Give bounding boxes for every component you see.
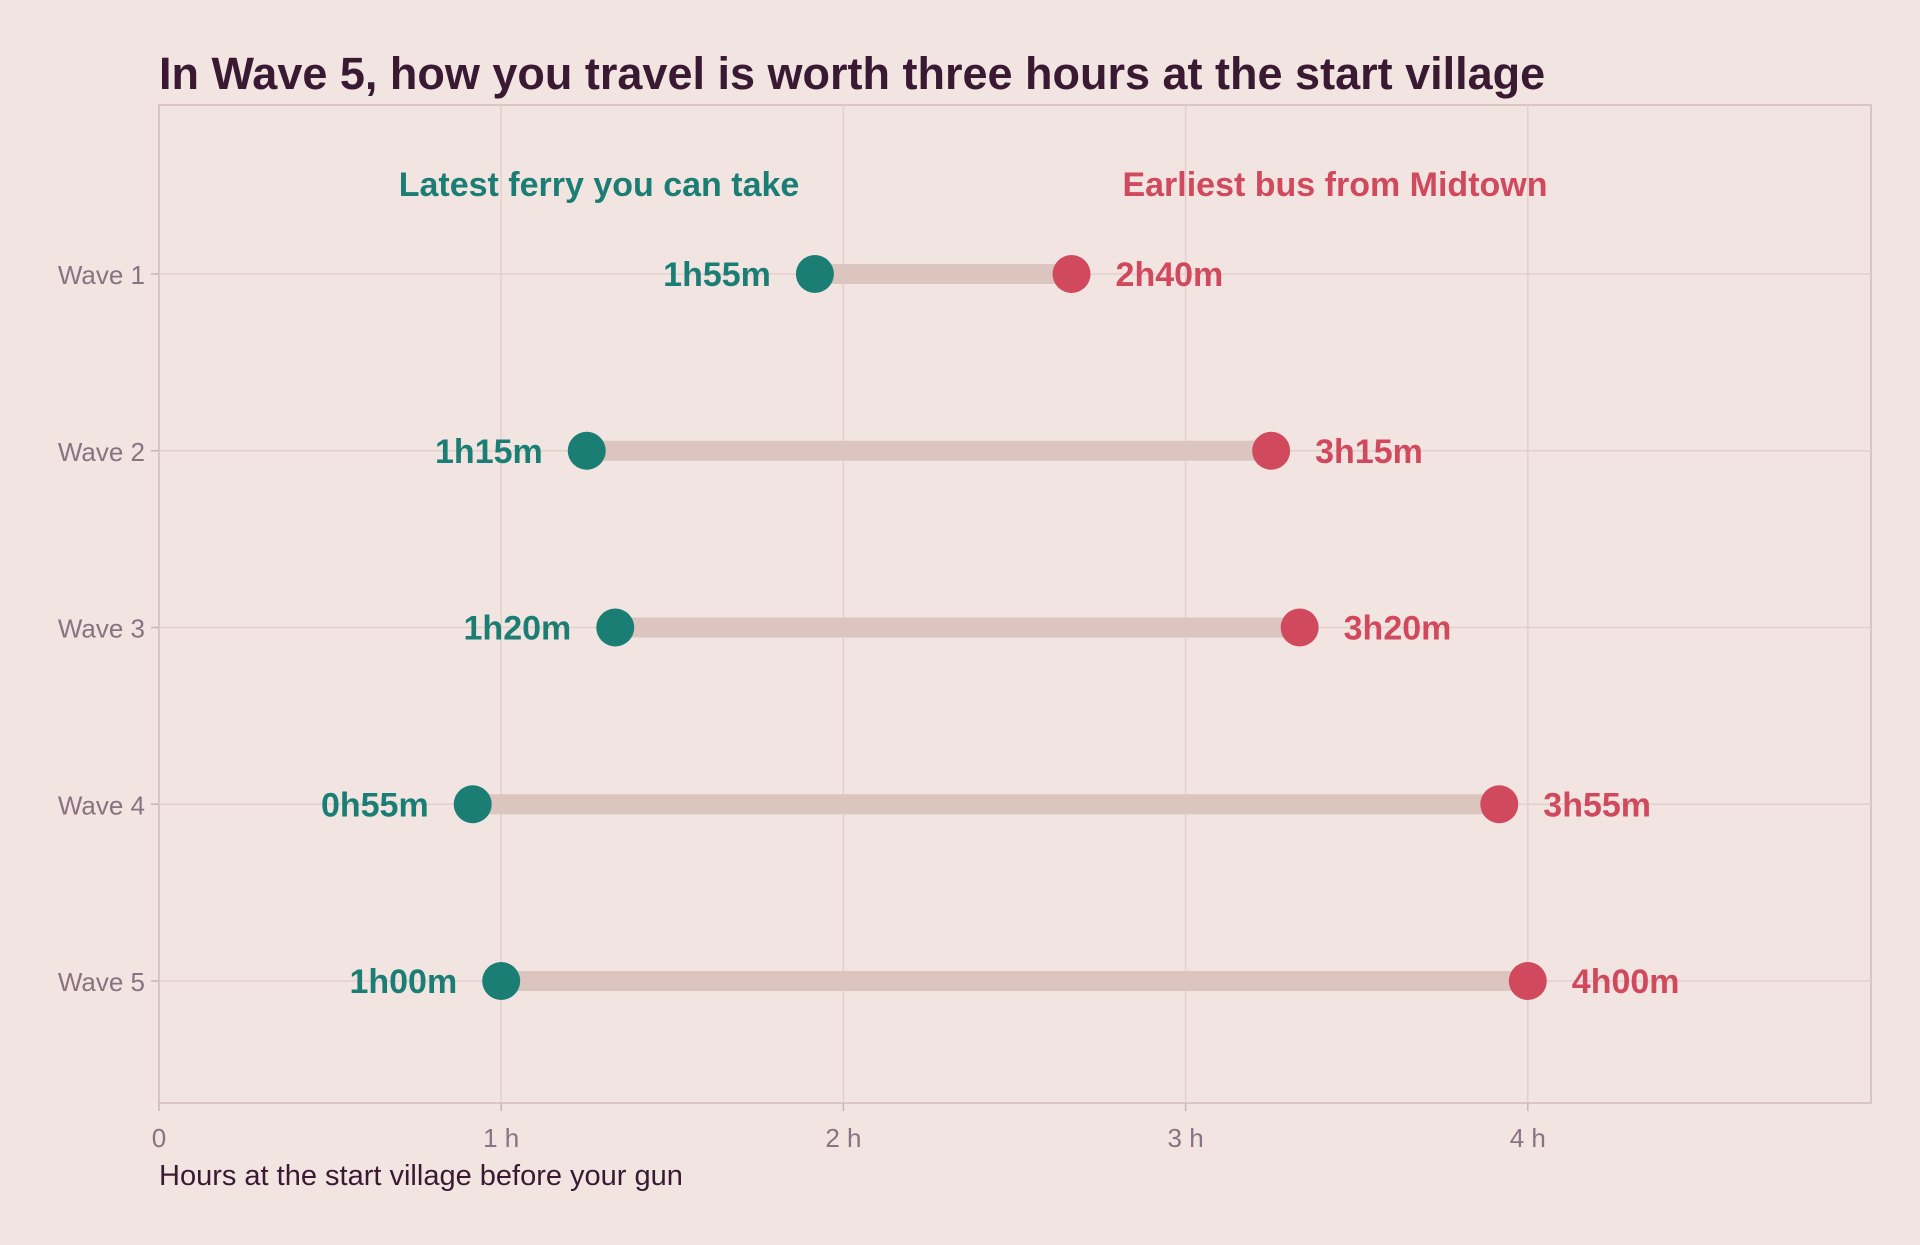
- x-axis-label: Hours at the start village before your g…: [159, 1160, 683, 1192]
- chart-title: In Wave 5, how you travel is worth three…: [159, 48, 1546, 99]
- points: [453, 255, 1547, 1000]
- bus-value-label: 4h00m: [1572, 963, 1680, 1001]
- ferry-point: [567, 431, 606, 470]
- bus-value-label: 2h40m: [1116, 256, 1224, 294]
- ferry-value-label: 0h55m: [321, 786, 429, 824]
- bus-value-label: 3h55m: [1543, 786, 1651, 824]
- legend-bus: Earliest bus from Midtown: [1122, 166, 1547, 204]
- plot-area: [158, 104, 1872, 1104]
- ferry-value-label: 1h55m: [663, 256, 771, 294]
- x-tick-label: 2 h: [825, 1123, 861, 1153]
- y-tick-labels: Wave 1 Wave 2 Wave 3 Wave 4 Wave 5: [58, 260, 145, 997]
- x-tick-labels: 0 1 h 2 h 3 h 4 h: [152, 1123, 1546, 1153]
- x-tick-label: 1 h: [483, 1123, 519, 1153]
- bus-point: [1052, 255, 1091, 293]
- y-tick-label: Wave 3: [58, 614, 145, 644]
- legend-ferry: Latest ferry you can take: [399, 166, 800, 204]
- y-tick-label: Wave 4: [58, 790, 145, 820]
- x-tick-label: 0: [152, 1123, 166, 1153]
- ferry-value-label: 1h00m: [349, 963, 457, 1001]
- ferry-value-label: 1h20m: [464, 610, 572, 648]
- bus-point: [1480, 785, 1519, 824]
- bus-value-label: 3h15m: [1315, 433, 1423, 471]
- ferry-point: [795, 255, 834, 293]
- bus-point: [1252, 431, 1291, 470]
- y-tick-label: Wave 2: [58, 437, 145, 467]
- bus-point: [1508, 962, 1547, 1000]
- x-tick-label: 3 h: [1168, 1123, 1204, 1153]
- bus-value-label: 3h20m: [1344, 610, 1452, 648]
- y-tick-label: Wave 1: [58, 260, 145, 290]
- gridlines: [151, 105, 1871, 1111]
- ferry-point: [596, 608, 635, 647]
- bus-point: [1280, 608, 1319, 647]
- legend: Latest ferry you can take Earliest bus fr…: [399, 166, 1548, 204]
- ferry-value-label: 1h15m: [435, 433, 543, 471]
- connectors: [472, 264, 1528, 991]
- x-tick-label: 4 h: [1510, 1123, 1546, 1153]
- value-labels: 1h55m 2h40m 1h15m 3h15m 1h20m 3h20m 0h55m 3h55m…: [321, 256, 1680, 1001]
- y-tick-label: Wave 5: [58, 967, 145, 997]
- ferry-point: [482, 962, 521, 1000]
- ferry-point: [453, 785, 492, 824]
